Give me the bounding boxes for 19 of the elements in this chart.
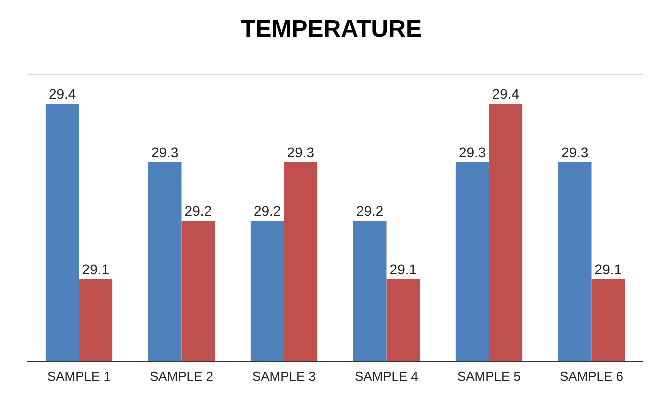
data-label: 29.3	[151, 144, 179, 160]
data-label: 29.4	[492, 86, 520, 102]
chart-title: TEMPERATURE	[241, 16, 422, 44]
x-tick-label: SAMPLE 2	[150, 368, 214, 384]
x-tick-label: SAMPLE 3	[252, 368, 316, 384]
x-tick-label: SAMPLE 1	[47, 368, 112, 384]
x-tick-label: SAMPLE 5	[457, 368, 522, 384]
data-label: 29.1	[594, 261, 622, 278]
data-label: 29.3	[561, 144, 589, 160]
data-label: 29.3	[287, 144, 315, 160]
data-label: 29.1	[390, 261, 418, 278]
data-label: 29.2	[356, 202, 384, 219]
data-label: 29.2	[184, 202, 212, 219]
data-label: 29.3	[458, 144, 486, 160]
data-label: 29.1	[82, 261, 110, 278]
data-label: 29.2	[254, 202, 282, 219]
data-label: 29.4	[48, 86, 76, 102]
x-tick-label: SAMPLE 4	[354, 368, 419, 384]
x-tick-label: SAMPLE 6	[560, 368, 624, 384]
